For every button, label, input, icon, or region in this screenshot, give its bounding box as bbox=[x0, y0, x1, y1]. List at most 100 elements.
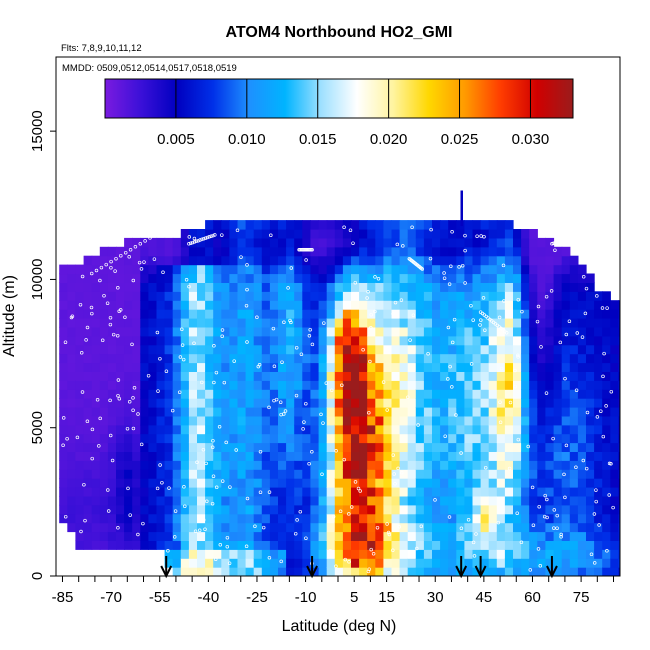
heatmap-cell bbox=[480, 246, 490, 257]
heatmap-cell bbox=[472, 371, 482, 381]
heatmap-cell bbox=[140, 398, 149, 408]
heatmap-cell bbox=[124, 344, 133, 355]
heatmap-cell bbox=[456, 326, 465, 337]
observation-point bbox=[158, 356, 162, 361]
heatmap-cell bbox=[504, 558, 514, 568]
heatmap-cell bbox=[351, 318, 360, 328]
heatmap-cell bbox=[116, 415, 125, 426]
colorbar-tick-label: 0.030 bbox=[512, 131, 550, 148]
heatmap-cell bbox=[448, 513, 457, 524]
heatmap-cell bbox=[83, 424, 93, 435]
heatmap-cell bbox=[488, 282, 498, 292]
heatmap-cell bbox=[318, 451, 328, 461]
heatmap-cell bbox=[221, 522, 230, 533]
heatmap-cell bbox=[205, 291, 214, 301]
heatmap-cell bbox=[488, 567, 498, 576]
heatmap-cell bbox=[464, 353, 474, 364]
heatmap-cell bbox=[561, 300, 571, 310]
heatmap-cell bbox=[278, 309, 287, 319]
heatmap-cell bbox=[415, 229, 425, 239]
heatmap-cell bbox=[618, 549, 620, 559]
heatmap-cell bbox=[586, 424, 595, 435]
heatmap-cell bbox=[488, 353, 498, 364]
heatmap-cell bbox=[342, 469, 352, 479]
heatmap-cell bbox=[423, 398, 433, 408]
observation-point bbox=[108, 322, 113, 327]
heatmap-cell bbox=[480, 415, 490, 426]
heatmap-cell bbox=[342, 407, 352, 417]
heatmap-cell bbox=[59, 318, 68, 328]
heatmap-cell bbox=[164, 371, 174, 381]
heatmap-cell bbox=[302, 540, 311, 550]
heatmap-cell bbox=[221, 495, 230, 506]
heatmap-cell bbox=[569, 540, 579, 550]
heatmap-cell bbox=[237, 335, 247, 346]
heatmap-cell bbox=[407, 540, 417, 550]
heatmap-cell bbox=[407, 442, 417, 452]
heatmap-cell bbox=[261, 220, 271, 230]
heatmap-cell bbox=[537, 362, 546, 372]
heatmap-cell bbox=[496, 318, 506, 328]
observation-point bbox=[340, 383, 344, 388]
heatmap-cell bbox=[342, 326, 352, 337]
heatmap-cell bbox=[318, 504, 328, 515]
heatmap-cell bbox=[302, 424, 311, 435]
heatmap-cell bbox=[269, 469, 279, 479]
heatmap-cell bbox=[569, 522, 579, 533]
heatmap-cell bbox=[407, 273, 417, 283]
heatmap-cell bbox=[318, 469, 328, 479]
heatmap-cell bbox=[107, 389, 117, 399]
heatmap-cell bbox=[472, 531, 482, 541]
observation-point bbox=[304, 258, 308, 262]
observation-point bbox=[214, 485, 219, 490]
heatmap-cell bbox=[375, 504, 384, 515]
heatmap-cell bbox=[561, 389, 571, 399]
heatmap-cell bbox=[391, 246, 401, 257]
heatmap-cell bbox=[594, 380, 603, 390]
heatmap-cell bbox=[407, 495, 417, 506]
heatmap-cell bbox=[627, 336, 636, 346]
heatmap-cell bbox=[269, 309, 279, 319]
observation-point bbox=[526, 444, 530, 449]
heatmap-cell bbox=[342, 398, 352, 408]
heatmap-cell bbox=[261, 433, 271, 444]
observation-point bbox=[193, 529, 198, 533]
heatmap-cell bbox=[205, 380, 214, 390]
observation-point bbox=[584, 466, 589, 471]
heatmap-cell bbox=[334, 344, 344, 355]
heatmap-cell bbox=[367, 442, 376, 452]
heatmap-cell bbox=[367, 460, 376, 470]
heatmap-cell bbox=[107, 326, 117, 337]
heatmap-cell bbox=[197, 309, 206, 319]
heatmap-cell bbox=[269, 371, 279, 381]
observation-point bbox=[192, 236, 197, 241]
heatmap-cell bbox=[635, 487, 644, 497]
heatmap-cell bbox=[302, 335, 311, 346]
heatmap-cell bbox=[399, 451, 409, 461]
heatmap-cell bbox=[75, 362, 85, 372]
heatmap-cell bbox=[197, 567, 206, 576]
heatmap-cell bbox=[253, 451, 263, 461]
heatmap-cell bbox=[172, 309, 182, 319]
heatmap-cell bbox=[245, 540, 255, 550]
heatmap-cell bbox=[140, 380, 149, 390]
heatmap-cell bbox=[618, 424, 620, 435]
heatmap-cell bbox=[359, 478, 368, 488]
heatmap-cell bbox=[375, 469, 384, 479]
heatmap-cell bbox=[351, 335, 360, 346]
heatmap-cell bbox=[237, 246, 247, 257]
heatmap-cell bbox=[415, 531, 425, 541]
observation-point bbox=[507, 466, 512, 471]
observation-point bbox=[197, 528, 202, 533]
heatmap-cell bbox=[140, 237, 149, 248]
heatmap-cell bbox=[318, 264, 328, 275]
heatmap-cell bbox=[513, 309, 522, 319]
heatmap-cell bbox=[310, 246, 320, 257]
heatmap-cell bbox=[237, 300, 247, 310]
heatmap-cell bbox=[375, 407, 384, 417]
chart-title: ATOM4 Northbound HO2_GMI bbox=[226, 24, 453, 41]
dates-label: MMDD: 0509,0512,0514,0517,0518,0519 bbox=[62, 63, 237, 74]
heatmap-cell bbox=[278, 353, 287, 364]
heatmap-cell bbox=[124, 389, 133, 399]
heatmap-cell bbox=[310, 229, 320, 239]
